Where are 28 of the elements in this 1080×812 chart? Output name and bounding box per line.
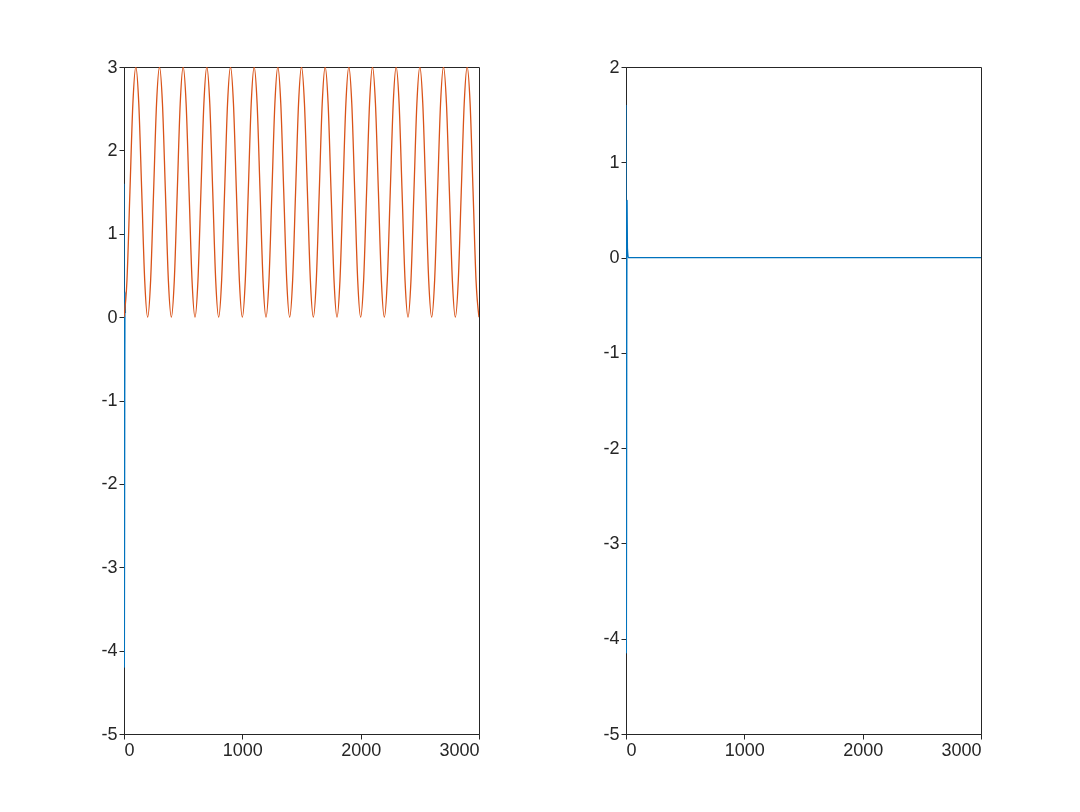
y-tick-label: -5 (603, 723, 620, 744)
y-tick-label: 1 (609, 151, 620, 172)
x-tick-label: 1000 (724, 739, 765, 760)
y-tick-label: -2 (603, 437, 620, 458)
y-tick-label: 0 (107, 306, 118, 327)
x-tick-label: 2000 (341, 739, 382, 760)
x-tick-label: 1000 (222, 739, 263, 760)
x-tick-label: 3000 (439, 739, 480, 760)
y-tick-label: -4 (101, 640, 118, 661)
line-series (124, 67, 479, 318)
y-tick-label: 3 (107, 56, 118, 77)
x-tick-label: 3000 (941, 739, 982, 760)
y-tick-label: 1 (107, 223, 118, 244)
y-tick-label: 0 (609, 247, 620, 268)
x-tick-label: 0 (124, 739, 135, 760)
line-series (626, 104, 981, 654)
y-tick-label: -3 (603, 532, 620, 553)
y-tick-label: -1 (603, 342, 620, 363)
y-tick-label: 2 (107, 139, 118, 160)
y-tick-label: -2 (101, 473, 118, 494)
y-tick-label: -3 (101, 556, 118, 577)
x-tick-label: 0 (626, 739, 637, 760)
y-tick-label: -5 (101, 723, 118, 744)
line-series (124, 183, 127, 668)
y-tick-label: -4 (603, 628, 620, 649)
y-tick-label: 2 (609, 56, 620, 77)
x-tick-label: 2000 (843, 739, 884, 760)
y-tick-label: -1 (101, 390, 118, 410)
